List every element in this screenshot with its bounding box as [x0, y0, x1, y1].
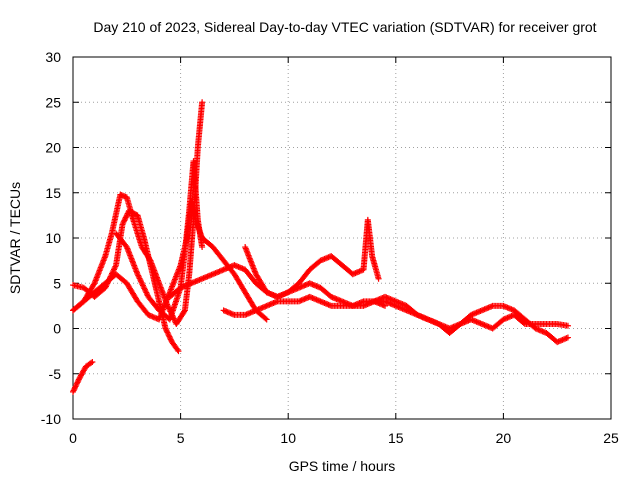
data-point-marker [165, 332, 172, 339]
y-tick-label: -5 [49, 366, 62, 382]
data-point-marker [120, 218, 127, 225]
data-point-marker [199, 244, 206, 251]
plot-frame [72, 56, 612, 420]
data-point-marker [165, 330, 172, 337]
data-point-marker [199, 99, 206, 106]
data-point-marker [121, 217, 128, 224]
data-point-marker [175, 348, 182, 355]
y-tick-label: 25 [45, 94, 61, 110]
data-point-marker [71, 386, 78, 393]
data-point-marker [564, 322, 571, 329]
data-point-marker [167, 336, 174, 343]
data-point-marker [119, 221, 126, 228]
y-axis-label: SDTVAR / TECUs [7, 182, 23, 294]
data-point-marker [167, 335, 174, 342]
x-tick-label: 25 [603, 430, 619, 446]
data-point-marker [70, 388, 76, 395]
series-track-7 [242, 216, 382, 300]
grid-lines [73, 57, 611, 419]
y-tick-label: 0 [53, 321, 61, 337]
data-point-marker [263, 316, 270, 323]
x-tick-label: 5 [177, 430, 185, 446]
data-point-marker [166, 333, 173, 340]
y-tick-label: 10 [45, 230, 61, 246]
series-track-9 [371, 293, 571, 346]
data-point-marker [71, 384, 78, 391]
axis-ticks: 0 5 10 15 20 25 -10 -5 0 5 10 15 20 25 30 [41, 49, 619, 446]
data-point-marker [73, 382, 80, 389]
x-tick-label: 0 [69, 430, 77, 446]
data-point-marker [122, 214, 129, 221]
data-point-marker [164, 329, 171, 336]
data-point-marker [120, 220, 127, 227]
data-point-marker [75, 376, 82, 383]
y-tick-label: -10 [41, 411, 61, 427]
data-point-marker [165, 304, 172, 311]
data-point-marker [122, 215, 129, 222]
data-point-marker [123, 213, 130, 220]
y-tick-label: 20 [45, 140, 61, 156]
series-track-2 [70, 358, 96, 395]
data-point-marker [564, 334, 571, 341]
data-point-marker [262, 315, 269, 322]
y-tick-label: 15 [45, 185, 61, 201]
x-tick-label: 15 [388, 430, 404, 446]
data-point-marker [375, 275, 382, 282]
y-tick-label: 5 [53, 275, 61, 291]
chart-title: Day 210 of 2023, Sidereal Day-to-day VTE… [93, 19, 596, 35]
data-point-marker [88, 359, 95, 366]
data-point-marker [163, 326, 170, 333]
x-tick-label: 10 [280, 430, 296, 446]
y-tick-label: 30 [45, 49, 61, 65]
data-point-marker [163, 328, 170, 335]
data-point-marker [70, 387, 77, 394]
data-point-marker [75, 377, 82, 384]
data-point-marker [74, 379, 81, 386]
data-point-marker [174, 346, 181, 353]
data-point-marker [146, 256, 153, 263]
data-point-marker [73, 380, 80, 387]
data-point-marker [90, 281, 97, 288]
x-axis-label: GPS time / hours [289, 458, 396, 474]
data-marks [70, 99, 571, 395]
data-point-marker [89, 358, 96, 365]
data-point-marker [162, 325, 169, 332]
x-tick-label: 20 [496, 430, 512, 446]
data-point-marker [181, 308, 188, 315]
data-point-marker [72, 383, 79, 390]
